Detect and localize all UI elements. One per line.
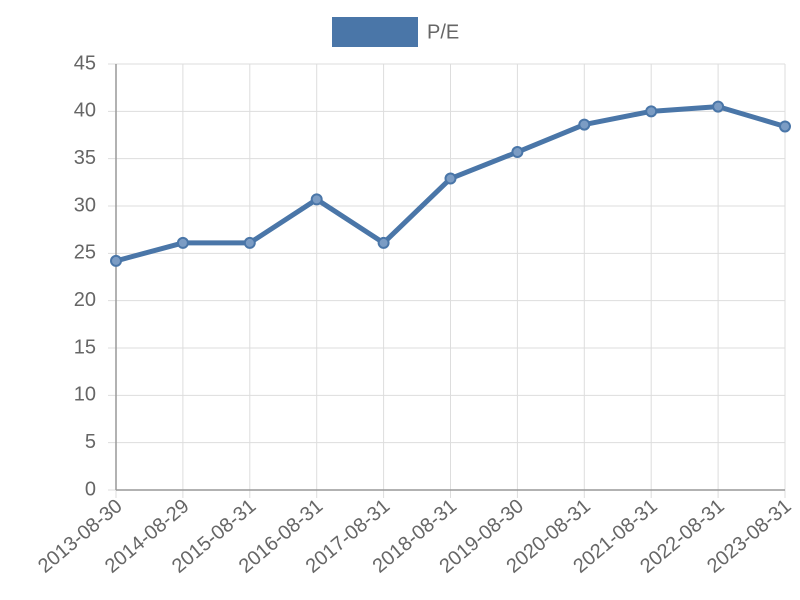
point [310,193,323,206]
y-tick-label: 40 [74,100,96,122]
y-tick-label: 35 [74,147,96,169]
point [578,118,591,131]
point [712,100,725,113]
y-tick-label: 0 [85,478,96,500]
point [511,146,524,159]
legend-swatch [332,17,418,47]
point [779,120,791,133]
y-tick-label: 15 [74,336,96,358]
point [645,105,658,118]
point [110,254,122,267]
y-tick-label: 20 [74,289,96,311]
y-tick-label: 5 [85,431,96,453]
y-tick-label: 30 [74,194,96,216]
y-tick-label: 25 [74,242,96,264]
point [243,236,256,249]
point [377,236,390,249]
legend-label: P/E [427,21,459,43]
y-tick-label: 10 [74,384,96,406]
point [444,172,457,185]
point [176,236,189,249]
y-tick-label: 45 [74,52,96,74]
